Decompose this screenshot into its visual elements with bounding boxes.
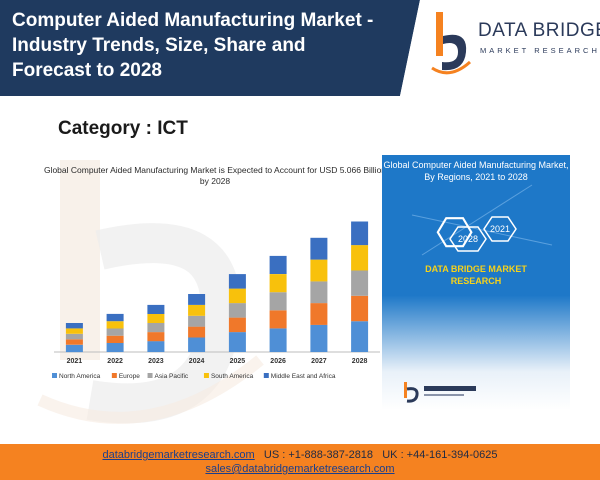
bar-2027-series-1 [310,303,328,325]
bar-2022-series-0 [106,342,124,352]
x-tick-label: 2025 [230,358,246,365]
chart-title: Global Computer Aided Manufacturing Mark… [43,165,387,186]
footer: databridgemarketresearch.com US : +1-888… [0,444,600,480]
x-tick-label: 2021 [67,358,83,365]
data-bridge-logo: DATA BRIDGE MARKET RESEARCH [428,10,600,80]
bar-2025-series-2 [228,303,246,318]
bar-2023-series-3 [147,313,165,323]
legend-swatch [203,373,209,378]
logo-mark-icon [431,12,472,75]
legend-label: Europe [119,373,140,380]
x-tick-label: 2023 [148,358,164,365]
panel-brand-label: DATA BRIDGE MARKET RESEARCH [425,264,527,286]
bar-2027-series-0 [310,324,328,352]
us-phone: US : +1-888-387-2818 [263,449,374,461]
bar-2025-series-1 [228,317,246,333]
panel-background: 2021 2028 [382,155,570,410]
bar-2022-series-4 [106,313,124,322]
bar-2025-series-3 [228,288,246,304]
bar-2027-series-2 [310,281,328,304]
panel-title: Global Computer Aided Manufacturing Mark… [383,160,569,182]
bar-2022-series-3 [106,321,124,329]
legend-label: Middle East and Africa [271,373,336,380]
bar-2022-series-2 [106,328,124,336]
bar-2026-series-1 [269,310,287,329]
bar-2023-series-2 [147,323,165,333]
legend-swatch [263,373,269,378]
bar-2026-series-3 [269,274,287,293]
bar-2027-series-4 [310,237,328,260]
uk-phone: UK : +44-161-394-0625 [382,449,498,461]
bar-2026-series-0 [269,328,287,352]
bar-2028-series-1 [351,295,369,322]
bar-2021-series-1 [65,339,83,345]
x-tick-label: 2026 [270,358,286,365]
header-band [0,0,600,96]
page-title: Computer Aided Manufacturing Market - In… [12,10,374,81]
logo-name: DATA BRIDGE [478,20,600,41]
bar-2024-series-4 [188,294,206,305]
x-tick-label: 2022 [107,358,123,365]
website-link[interactable]: databridgemarketresearch.com [102,449,255,461]
bar-2022-series-1 [106,335,124,343]
bar-2021-series-4 [65,323,83,329]
legend-swatch [52,373,57,378]
bar-2023-series-1 [147,332,165,342]
bar-2025-series-4 [228,274,246,289]
x-tick-label: 2027 [311,358,327,365]
bar-2028-series-3 [351,245,369,271]
bar-2023-series-4 [147,304,165,314]
bar-2024-series-1 [188,326,206,338]
header: Computer Aided Manufacturing Market - In… [0,0,600,96]
legend-swatch [147,373,153,378]
legend-label: North America [59,373,101,380]
bar-2028-series-0 [351,321,369,352]
bar-2021-series-3 [65,328,83,334]
bar-2025-series-0 [228,332,246,352]
x-tick-label: 2028 [352,358,368,365]
legend-label: South America [211,373,254,380]
bar-2024-series-3 [188,304,206,316]
panel-year-start: 2021 [490,224,510,234]
bar-2026-series-4 [269,255,287,274]
x-tick-label: 2024 [189,358,205,365]
bar-2028-series-4 [351,221,369,246]
panel-year-end: 2028 [458,234,478,244]
bar-2024-series-0 [188,337,206,352]
email-link[interactable]: sales@databridgemarketresearch.com [205,463,395,475]
category-label: Category : ICT [58,118,188,139]
regional-panel: 2021 2028 Global Computer Aided Manufact… [382,155,570,410]
footer-email-line: sales@databridgemarketresearch.com [0,463,600,475]
footer-contact-line: databridgemarketresearch.com US : +1-888… [0,449,600,461]
stacked-bar-chart: 2021 2022 2023 2024 2025 2026 2027 2028 North Am… [52,221,380,380]
bar-2021-series-2 [65,333,83,340]
bar-2021-series-0 [65,344,83,353]
bar-2024-series-2 [188,315,206,327]
legend-swatch [111,373,117,378]
bar-2023-series-0 [147,341,165,352]
legend-label: Asia Pacific [155,373,189,380]
bar-2028-series-2 [351,270,369,296]
bar-2026-series-2 [269,292,287,311]
logo-subtitle: MARKET RESEARCH [480,46,600,55]
bar-2027-series-3 [310,259,328,282]
mini-logo-icon [404,382,476,403]
